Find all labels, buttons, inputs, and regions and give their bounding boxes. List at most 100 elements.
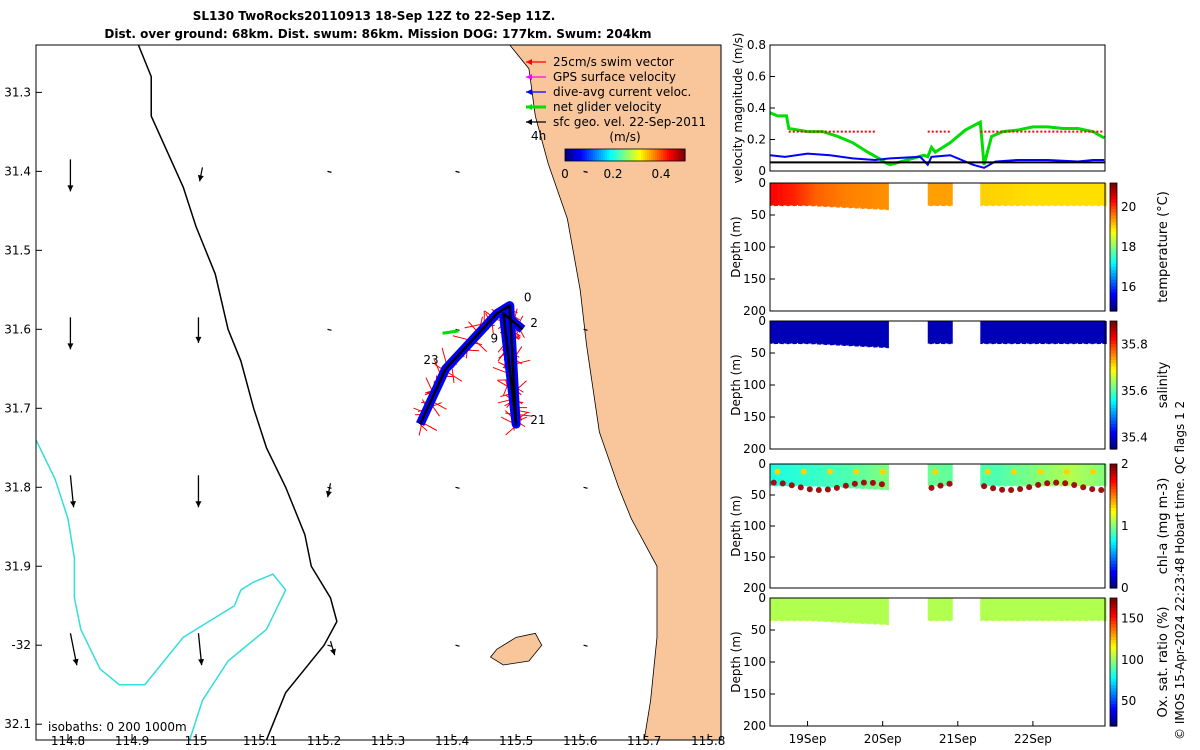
geo-vector-tiny <box>327 328 332 331</box>
velocity-ytick-label: 0.2 <box>747 133 766 147</box>
oxygen-colorbar-cell <box>1110 722 1117 727</box>
salinity-colorbar-cell <box>1110 394 1117 399</box>
salinity-column <box>863 321 867 347</box>
isobath-1000m <box>35 439 287 741</box>
salinity-colorbar-cell <box>1110 356 1117 360</box>
chl-a-colorbar-cell <box>1110 488 1117 493</box>
oxygen-colorbar-cell <box>1110 710 1117 714</box>
geo-vector <box>69 633 79 666</box>
temperature-column <box>1014 183 1017 206</box>
chl-a-column <box>811 464 814 487</box>
salinity-colorbar-cell <box>1110 343 1117 348</box>
map-colorbar-cell <box>671 149 674 161</box>
geo-vector <box>69 475 76 508</box>
chl-a-column <box>1091 464 1094 487</box>
salinity-column <box>856 321 859 347</box>
oxygen-column <box>862 598 865 624</box>
map-colorbar-cell <box>629 149 632 161</box>
oxygen-column <box>1096 598 1100 622</box>
temperature-column <box>1089 183 1092 206</box>
temperature-colorbar-cell <box>1110 272 1117 277</box>
chl-a-column <box>1023 464 1026 487</box>
salinity-ytick-label: 200 <box>743 442 766 456</box>
day-tick-label: 19Sep <box>789 732 827 746</box>
salinity-column <box>801 321 805 344</box>
temperature-colorbar-cell <box>1110 301 1117 306</box>
oxygen-colorbar-cell <box>1110 703 1117 708</box>
oxygen-column <box>839 598 842 622</box>
oxygen-column <box>820 598 824 621</box>
chl-a-column <box>1102 464 1105 487</box>
chl-a-column <box>856 464 859 489</box>
geo-vector-tiny <box>583 170 588 173</box>
map-colorbar-cell <box>641 149 644 161</box>
salinity-column <box>1008 321 1011 344</box>
temperature-colorbar-cell <box>1110 295 1117 299</box>
chl-max-point <box>999 486 1006 493</box>
temperature-column <box>1055 183 1058 206</box>
salinity-column <box>1000 321 1004 344</box>
salinity-colorbar-cell <box>1110 436 1117 440</box>
geo-vector-head <box>195 336 202 343</box>
chl-a-column <box>775 464 779 487</box>
temperature-column <box>1040 183 1043 206</box>
temperature-column <box>999 183 1002 207</box>
legend-swatch <box>526 89 546 95</box>
chl-a-column <box>867 464 871 490</box>
salinity-column <box>989 321 993 344</box>
oxygen-column <box>1062 598 1066 621</box>
salinity-column <box>788 321 792 344</box>
temperature-column <box>927 183 931 206</box>
temperature-colorbar-cell <box>1110 243 1117 248</box>
temperature-column <box>788 183 792 206</box>
chl-a-column <box>854 464 857 489</box>
salinity-column <box>1019 321 1023 344</box>
oxygen-column <box>1077 598 1081 622</box>
oxygen-colorbar-cell <box>1110 639 1117 644</box>
oxygen-colorbar-cell <box>1110 649 1117 653</box>
salinity-column <box>854 321 857 347</box>
chl-a-colorbar-cell <box>1110 501 1117 505</box>
chl-a-colorbar-cell <box>1110 578 1117 583</box>
oxygen-colorbar-cell <box>1110 713 1117 717</box>
chl-max-point <box>833 484 840 491</box>
geo-vector <box>67 159 74 192</box>
salinity-column <box>1051 321 1055 344</box>
oxygen-column <box>1049 598 1053 621</box>
chl-a-column <box>841 464 844 488</box>
temperature-column <box>937 183 940 206</box>
salinity-colorbar-cell <box>1110 423 1117 428</box>
temperature-colorbar-cell <box>1110 205 1117 210</box>
salinity-column <box>1102 321 1105 344</box>
oxygen-column <box>818 598 822 622</box>
map-colorbar-frame <box>564 148 686 162</box>
salinity-column <box>843 321 846 346</box>
track-label: 23 <box>423 353 438 367</box>
oxygen-column <box>1055 598 1058 621</box>
map-ytick-label: -32 <box>11 638 31 652</box>
chl-a-ytick-label: 150 <box>743 550 766 564</box>
salinity-colorbar-cell <box>1110 420 1117 424</box>
map-ytick-label: 31.6 <box>4 322 31 336</box>
oxygen-column <box>1000 598 1004 621</box>
oxygen-column <box>944 598 948 621</box>
salinity-column <box>1036 321 1040 344</box>
map-colorbar-cell <box>611 149 614 161</box>
salinity-ytick-label: 100 <box>743 378 766 392</box>
swim-vector <box>519 315 524 323</box>
geo-vector-small-head <box>330 648 336 656</box>
salinity-colorbar-cell <box>1110 321 1117 325</box>
temperature-column <box>811 183 814 207</box>
salinity-column <box>781 321 784 345</box>
chl-a-column <box>1002 464 1006 487</box>
salinity-column <box>886 321 889 349</box>
salinity-colorbar-cell <box>1110 324 1117 328</box>
chl-a-column <box>882 464 886 490</box>
temperature-column <box>1098 183 1102 206</box>
chl-a-colorbar-cell <box>1110 507 1117 512</box>
map-colorbar-cell <box>593 149 596 161</box>
chl-a-column <box>939 464 942 486</box>
temperature-ytick-label: 0 <box>758 176 766 190</box>
